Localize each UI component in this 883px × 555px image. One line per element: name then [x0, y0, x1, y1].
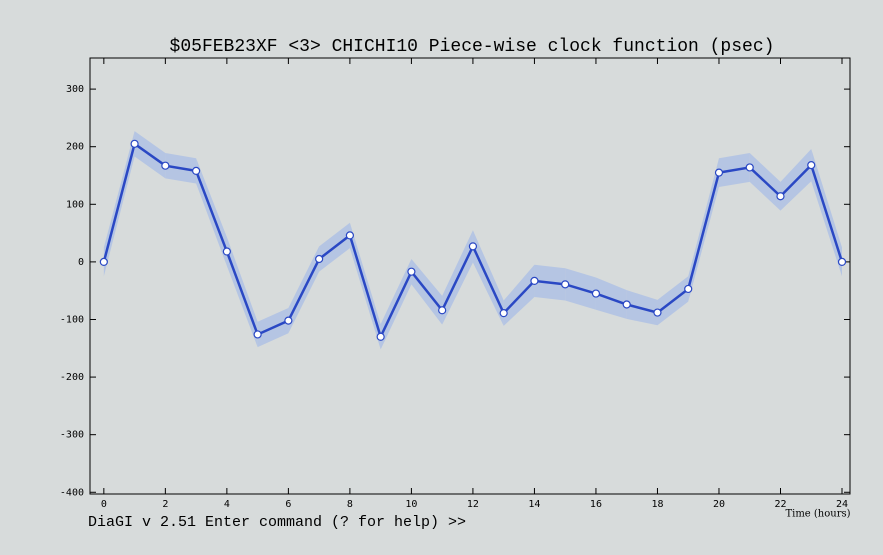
y-tick-label: -400	[60, 487, 84, 498]
data-point	[99, 257, 108, 266]
data-point	[530, 276, 539, 285]
y-tick-label: -300	[60, 430, 84, 441]
chart-title: $05FEB23XF <3> CHICHI10 Piece-wise clock…	[170, 37, 775, 57]
data-point	[345, 231, 354, 240]
data-point	[653, 308, 662, 317]
data-point	[622, 300, 631, 309]
command-prompt: DiaGI v 2.51 Enter command (? for help) …	[88, 514, 466, 531]
data-point	[499, 309, 508, 318]
data-point	[284, 316, 293, 325]
data-point	[315, 254, 324, 264]
x-tick-label: 12	[467, 499, 479, 510]
data-point	[407, 267, 416, 276]
y-tick-label: -200	[60, 372, 84, 383]
x-tick-label: 24	[836, 499, 848, 510]
y-tick-label: 0	[78, 257, 84, 268]
data-point	[714, 168, 724, 177]
data-point	[130, 139, 139, 148]
y-tick-label: -100	[60, 314, 84, 325]
x-tick-label: 14	[528, 499, 540, 510]
x-tick-label: 4	[224, 499, 230, 510]
data-point	[807, 161, 816, 170]
x-tick-label: 6	[285, 499, 291, 510]
data-point	[192, 166, 201, 175]
data-point	[161, 161, 170, 170]
data-point	[776, 192, 785, 201]
data-point	[222, 247, 231, 256]
x-tick-label: 8	[347, 499, 353, 510]
x-tick-label: 0	[101, 499, 107, 510]
y-tick-label: 200	[66, 142, 84, 153]
data-point	[468, 242, 478, 251]
plot-frame	[89, 57, 851, 495]
data-point	[837, 257, 847, 266]
data-point	[376, 332, 385, 341]
x-axis-label: Time (hours)	[785, 509, 850, 520]
x-tick-label: 20	[713, 499, 725, 510]
data-point	[438, 306, 447, 315]
y-tick-label: 300	[66, 84, 84, 95]
data-point	[745, 163, 754, 172]
data-point	[591, 289, 601, 298]
x-tick-label: 10	[405, 499, 417, 510]
y-tick-label: 100	[66, 199, 84, 210]
x-tick-label: 2	[162, 499, 168, 510]
data-point	[253, 330, 262, 339]
x-tick-label: 16	[590, 499, 602, 510]
data-point	[561, 280, 570, 289]
x-tick-label: 18	[651, 499, 663, 510]
x-tick-label: 22	[774, 499, 786, 510]
data-point	[684, 284, 693, 294]
